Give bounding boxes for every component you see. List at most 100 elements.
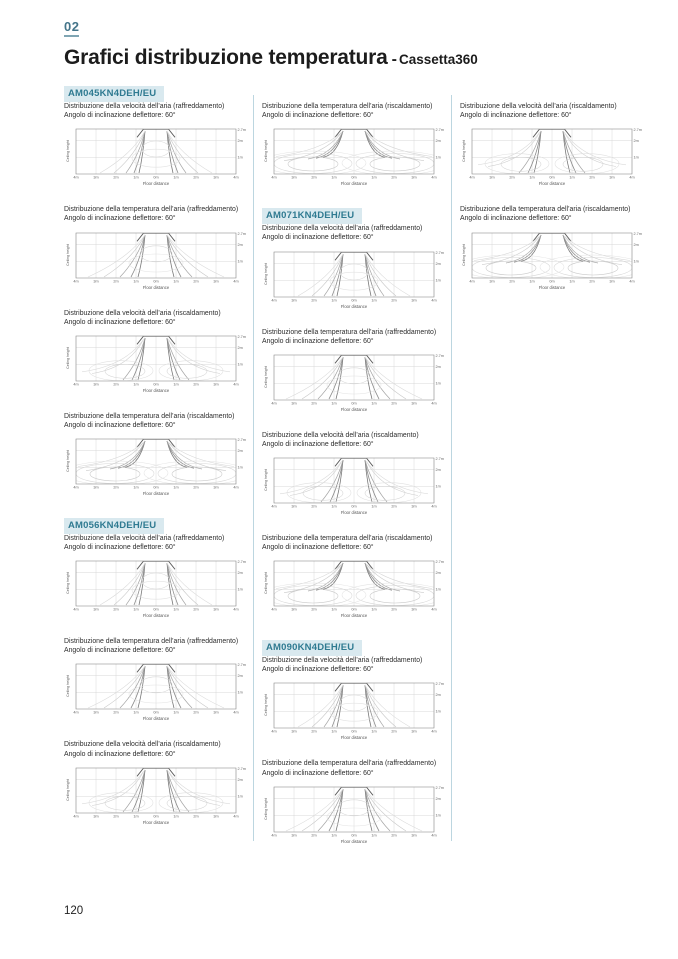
svg-text:1m: 1m [331, 176, 336, 180]
svg-text:4m: 4m [73, 608, 78, 612]
svg-text:1m: 1m [133, 382, 138, 386]
svg-text:2m: 2m [193, 279, 198, 283]
model-row: AM045KN4DEH/EU [64, 83, 246, 103]
svg-text:1m: 1m [133, 608, 138, 612]
svg-text:4m: 4m [233, 176, 238, 180]
svg-text:3m: 3m [213, 176, 218, 180]
svg-text:2m: 2m [311, 401, 316, 405]
svg-text:3m: 3m [213, 279, 218, 283]
svg-text:3m: 3m [93, 176, 98, 180]
svg-text:2m: 2m [113, 485, 118, 489]
svg-text:1m: 1m [634, 156, 639, 160]
svg-text:3m: 3m [411, 730, 416, 734]
svg-text:2m: 2m [391, 401, 396, 405]
svg-text:2m: 2m [113, 608, 118, 612]
svg-text:1m: 1m [371, 833, 376, 837]
svg-text:1m: 1m [238, 156, 243, 160]
svg-text:4m: 4m [431, 176, 436, 180]
svg-text:1m: 1m [133, 485, 138, 489]
svg-text:2m: 2m [391, 176, 396, 180]
svg-text:4m: 4m [271, 504, 276, 508]
svg-text:Floor distance: Floor distance [143, 613, 170, 618]
column-divider [253, 95, 254, 842]
svg-text:Floor distance: Floor distance [143, 491, 170, 496]
svg-text:2.7m: 2.7m [436, 457, 444, 461]
chart-title: Distribuzione della temperatura dell’ari… [262, 534, 433, 542]
svg-text:2.7m: 2.7m [436, 354, 444, 358]
svg-text:2.7m: 2.7m [238, 232, 246, 236]
chart-section-temperature-heating: Distribuzione della temperatura dell’ari… [262, 102, 444, 189]
chart-section-temperature-cooling: Distribuzione della temperatura dell’ari… [64, 637, 246, 724]
svg-text:2.7m: 2.7m [238, 129, 246, 133]
svg-text:2m: 2m [113, 176, 118, 180]
svg-text:2m: 2m [436, 468, 441, 472]
chart-section-velocity-heating: Distribuzione della velocità dell’aria (… [64, 740, 246, 827]
svg-text:2m: 2m [193, 608, 198, 612]
page-header: 02 Grafici distribuzione temperatura - Cas… [0, 0, 678, 69]
svg-text:Ceiling height: Ceiling height [66, 572, 70, 594]
svg-text:3m: 3m [609, 176, 614, 180]
chart-title: Distribuzione della temperatura dell’ari… [460, 206, 631, 214]
svg-text:3m: 3m [213, 485, 218, 489]
svg-text:4m: 4m [271, 833, 276, 837]
chart-title: Distribuzione della velocità dell’aria (… [262, 431, 419, 439]
svg-text:1m: 1m [436, 485, 441, 489]
svg-text:2m: 2m [238, 243, 243, 247]
svg-text:3m: 3m [93, 814, 98, 818]
svg-text:1m: 1m [238, 588, 243, 592]
svg-text:2.7m: 2.7m [436, 560, 444, 564]
svg-text:3m: 3m [291, 504, 296, 508]
chart-title: Distribuzione della temperatura dell’ari… [262, 103, 433, 111]
svg-text:0m: 0m [153, 279, 158, 283]
chart-subtitle-deflector-angle: Angolo di inclinazione deflettore: 60° [64, 318, 176, 326]
svg-text:4m: 4m [431, 504, 436, 508]
svg-text:Floor distance: Floor distance [341, 510, 368, 515]
svg-text:3m: 3m [93, 485, 98, 489]
svg-text:2.7m: 2.7m [436, 683, 444, 687]
chart-section-velocity-cooling: Distribuzione della velocità dell’aria (… [262, 224, 444, 311]
svg-text:1m: 1m [133, 176, 138, 180]
svg-text:Ceiling height: Ceiling height [66, 244, 70, 266]
chart-subtitle-deflector-angle: Angolo di inclinazione deflettore: 60° [262, 234, 374, 242]
svg-text:2m: 2m [113, 382, 118, 386]
section-number: 02 [64, 19, 80, 37]
page-title-dash: - [391, 51, 397, 68]
chart-title: Distribuzione della temperatura dell’ari… [64, 638, 239, 646]
svg-text:0m: 0m [153, 608, 158, 612]
svg-text:0m: 0m [153, 382, 158, 386]
svg-text:3m: 3m [411, 401, 416, 405]
svg-text:2m: 2m [311, 298, 316, 302]
svg-text:3m: 3m [93, 382, 98, 386]
chart-title: Distribuzione della velocità dell’aria (… [64, 103, 225, 111]
svg-text:1m: 1m [371, 176, 376, 180]
svg-text:4m: 4m [469, 176, 474, 180]
svg-text:2.7m: 2.7m [238, 664, 246, 668]
svg-text:3m: 3m [411, 833, 416, 837]
chart-title: Distribuzione della velocità dell’aria (… [460, 103, 617, 111]
svg-text:2m: 2m [113, 814, 118, 818]
chart-section-temperature-cooling: Distribuzione della temperatura dell’ari… [262, 759, 444, 846]
svg-text:4m: 4m [431, 730, 436, 734]
svg-text:4m: 4m [73, 382, 78, 386]
chart-subtitle-deflector-angle: Angolo di inclinazione deflettore: 60° [64, 647, 176, 655]
svg-text:4m: 4m [431, 608, 436, 612]
svg-text:1m: 1m [238, 362, 243, 366]
svg-text:Ceiling height: Ceiling height [264, 572, 268, 594]
model-badge: AM090KN4DEH/EU [262, 640, 363, 657]
svg-text:0m: 0m [351, 833, 356, 837]
svg-text:Ceiling height: Ceiling height [264, 366, 268, 388]
svg-text:1m: 1m [173, 814, 178, 818]
svg-text:1m: 1m [436, 813, 441, 817]
svg-text:Floor distance: Floor distance [341, 613, 368, 618]
model-badge: AM056KN4DEH/EU [64, 517, 165, 534]
svg-text:1m: 1m [173, 711, 178, 715]
svg-text:4m: 4m [431, 401, 436, 405]
svg-text:Ceiling height: Ceiling height [264, 140, 268, 162]
